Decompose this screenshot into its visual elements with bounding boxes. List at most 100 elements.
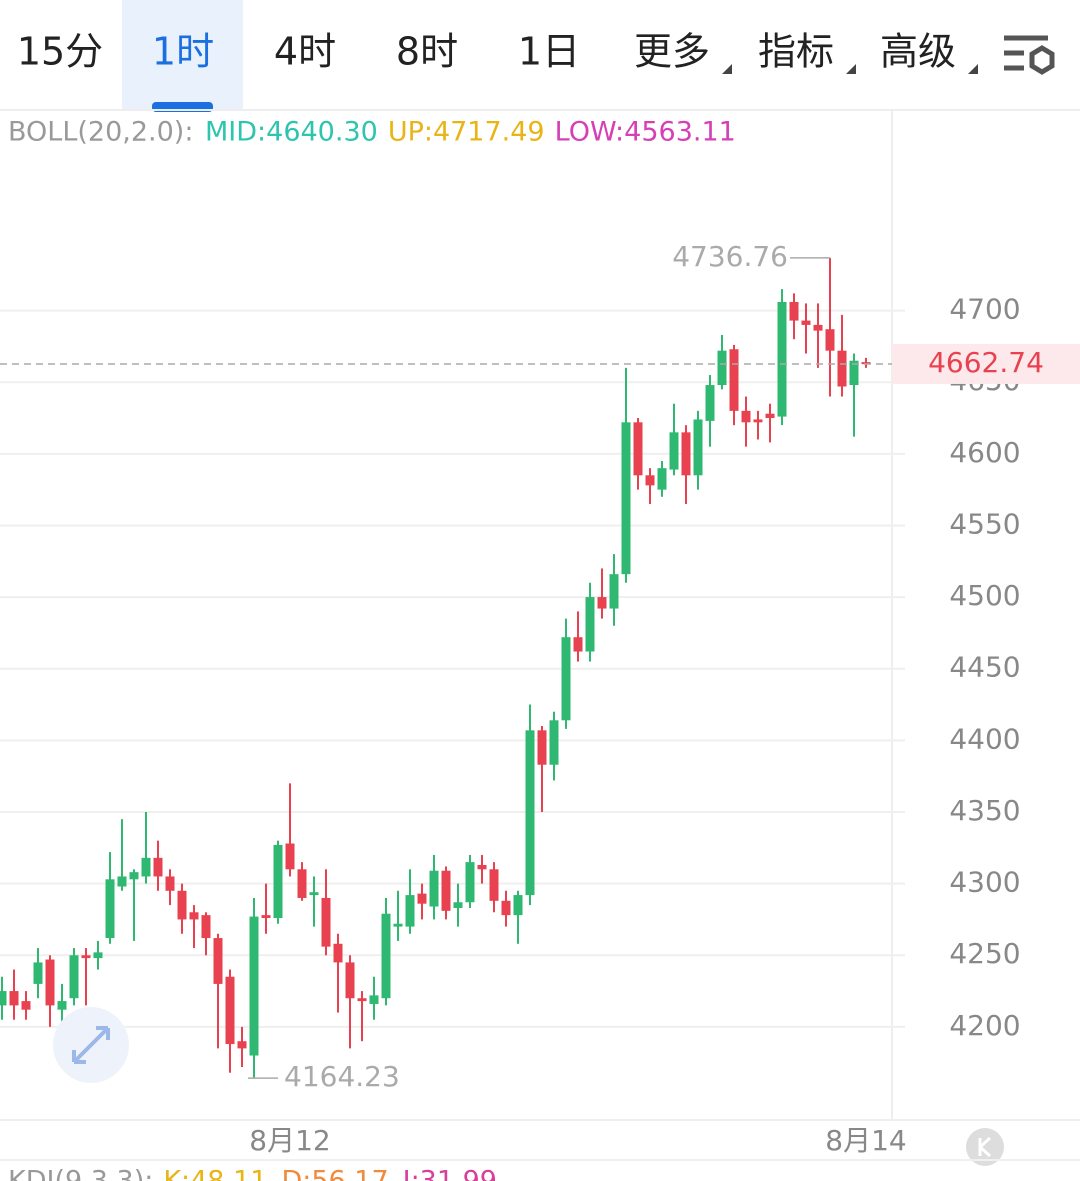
candle-body (153, 857, 163, 877)
candle-body (441, 870, 451, 911)
candle-body (825, 329, 835, 351)
candles (0, 257, 871, 1079)
settings-icon[interactable] (1004, 35, 1055, 75)
candle-body (801, 320, 811, 325)
x-tick-label: 8月14 (825, 1124, 906, 1157)
candle-body (129, 872, 139, 880)
candle-body (729, 349, 739, 411)
sub-indicator-title: KDJ(9,3,3): (8, 1166, 153, 1181)
candle-body (189, 912, 199, 920)
candle-body (741, 410, 751, 423)
candle-body (57, 1001, 67, 1010)
candle-body (597, 597, 607, 609)
candle-body (249, 916, 259, 1056)
candle-body (309, 892, 319, 896)
grid: 4200425043004350440044504500455046004650… (0, 117, 1021, 1181)
candle-body (861, 362, 871, 365)
tab[interactable]: 更多 (634, 30, 710, 74)
indicator-title: BOLL(20,2.0): (8, 117, 193, 148)
sub-indicator-item: D:56.17 (281, 1166, 388, 1181)
candle-body (657, 468, 667, 490)
candle-body (645, 475, 655, 486)
candle-body (669, 432, 679, 470)
candle-body (333, 943, 343, 963)
tab[interactable]: 15分 (17, 30, 103, 74)
legend-entry: LOW:4563.11 (555, 117, 736, 148)
last-price-label: 4662.74 (928, 346, 1044, 379)
x-tick-label: 8月12 (249, 1124, 330, 1157)
candle-body (549, 720, 559, 765)
candle-body (501, 900, 511, 916)
dropdown-caret (722, 64, 732, 74)
candle-body (225, 976, 235, 1045)
y-tick-label: 4200 (949, 1009, 1020, 1042)
tab[interactable]: 高级 (880, 30, 956, 74)
tab[interactable]: 1时 (152, 30, 214, 74)
expand-icon[interactable] (53, 1007, 129, 1083)
k-button[interactable] (966, 1128, 1004, 1166)
candle-body (561, 637, 571, 721)
candle-body (297, 869, 307, 898)
candle-body (609, 574, 619, 609)
candle-body (393, 923, 403, 927)
high-label: 4736.76 (672, 240, 788, 273)
candle-body (381, 913, 391, 999)
candle-body (765, 413, 775, 419)
overlay: 4736.76 4164.23 4662.74 (0, 240, 1080, 1093)
candle-body (0, 991, 7, 1006)
candle-body (813, 324, 823, 331)
candle-body (273, 844, 283, 918)
y-tick-label: 4450 (949, 651, 1020, 684)
low-label: 4164.23 (284, 1060, 400, 1093)
candle-body (81, 955, 91, 959)
candle-body (753, 419, 763, 423)
tab[interactable]: 指标 (758, 30, 834, 74)
candle-body (117, 876, 127, 887)
y-tick-label: 4600 (949, 436, 1020, 469)
candle-body (585, 597, 595, 652)
candle-body (21, 1001, 31, 1010)
candle-body (369, 995, 379, 1004)
last-price-tag (892, 343, 1080, 384)
tab[interactable]: 4时 (274, 30, 336, 74)
candle-body (9, 991, 19, 1006)
candle-body (477, 864, 487, 870)
active-tab-bg (122, 0, 243, 110)
candle-body (345, 962, 355, 999)
candle-body (789, 301, 799, 321)
tab[interactable]: 1日 (518, 30, 580, 74)
candle-body (849, 360, 859, 386)
candle-body (405, 895, 415, 927)
candle-body (93, 952, 103, 959)
candle-body (201, 915, 211, 939)
candle-body (717, 350, 727, 386)
tab[interactable]: 8时 (396, 30, 458, 74)
candle-body (489, 869, 499, 901)
legend-entry: UP:4717.49 (388, 117, 545, 148)
candle-body (573, 637, 583, 652)
y-tick-label: 4300 (949, 866, 1020, 899)
candle-body (525, 730, 535, 896)
candle-body (633, 422, 643, 476)
sub-indicator-item: K:48.11 (163, 1166, 267, 1181)
candle-body (321, 897, 331, 947)
candle-body (177, 890, 187, 920)
candle-body (357, 998, 367, 1002)
candle-body (237, 1041, 247, 1049)
dropdown-caret (846, 64, 856, 74)
candle-body (33, 962, 43, 984)
candle-body (681, 432, 691, 476)
candle-body (45, 959, 55, 1006)
candle-body (165, 876, 175, 891)
candle-body (105, 879, 115, 939)
candle-body (141, 857, 151, 877)
candle-body (261, 915, 271, 918)
legend-entry: MID:4640.30 (205, 117, 378, 148)
candle-body (417, 893, 427, 904)
y-tick-label: 4500 (949, 579, 1020, 612)
dropdown-caret (968, 64, 978, 74)
candle-body (429, 870, 439, 907)
candle-body (693, 419, 703, 476)
y-tick-label: 4350 (949, 794, 1020, 827)
